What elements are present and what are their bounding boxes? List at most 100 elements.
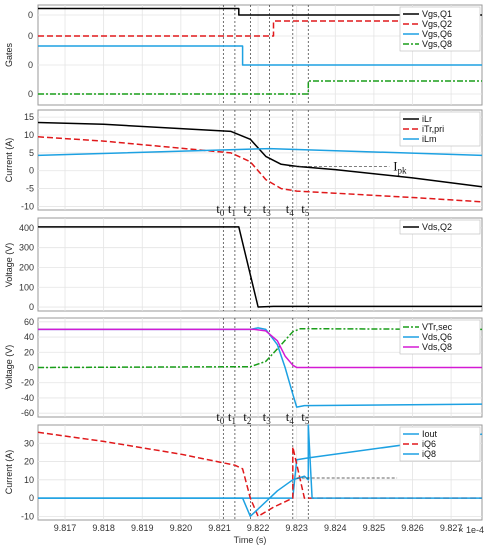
x-tick-label: 9.825: [363, 523, 386, 533]
time-marker-label: t1: [228, 201, 236, 218]
time-marker-label: t2: [243, 201, 251, 218]
y-tick-label: 100: [19, 282, 34, 292]
x-tick-label: 9.822: [247, 523, 270, 533]
y-tick-label: -60: [21, 408, 34, 418]
time-marker-label: t1: [228, 409, 236, 426]
time-marker-subscript: 2: [247, 208, 252, 218]
legend-entry: Vgs,Q6: [422, 29, 452, 39]
legend-entry: Iout: [422, 429, 438, 439]
time-marker-subscript: 3: [266, 416, 271, 426]
y-axis-label: Current (A): [4, 138, 14, 183]
legend-entry: iLr: [422, 114, 432, 124]
series-line: [38, 226, 482, 308]
y-axis-label: Current (A): [4, 450, 14, 495]
series-line: [38, 7, 482, 16]
y-tick-label: 0: [28, 10, 33, 20]
series-line: [38, 20, 482, 37]
time-marker-subscript: 1: [231, 416, 236, 426]
panel-marks: 0 100 200 300 400 Vds,Q2: [19, 218, 482, 312]
x-tick-label: 9.818: [92, 523, 115, 533]
legend-box: [399, 426, 481, 462]
y-tick-label: 200: [19, 262, 34, 272]
time-marker-subscript: 2: [247, 416, 252, 426]
legend-entry: iLm: [422, 134, 437, 144]
series-line: [37, 327, 483, 369]
series-line: [38, 45, 482, 66]
time-marker-label: t0: [216, 409, 225, 426]
legend-box: [399, 219, 481, 235]
series-line: [38, 424, 482, 518]
legend-entry: Vds,Q2: [422, 222, 452, 232]
x-tick-label: 9.820: [170, 523, 193, 533]
y-tick-label: 0: [29, 166, 34, 176]
y-tick-label: 30: [24, 438, 34, 448]
y-tick-label: -5: [26, 184, 34, 194]
legend-entry: VTr,sec: [422, 322, 453, 332]
x-tick-label: 9.817: [54, 523, 77, 533]
x-tick-label: 9.819: [131, 523, 154, 533]
time-marker-label: t0: [216, 201, 225, 218]
y-tick-label: -10: [21, 511, 34, 521]
series-line: [38, 328, 482, 369]
time-marker-label: t4: [286, 201, 295, 218]
time-marker-label: t2: [243, 409, 251, 426]
x-tick-label: 9.821: [208, 523, 231, 533]
time-marker-label: t4: [286, 409, 295, 426]
time-marker-subscript: 3: [266, 208, 271, 218]
y-tick-label: 10: [24, 475, 34, 485]
time-marker-label: t3: [263, 409, 272, 426]
y-tick-label: 300: [19, 243, 34, 253]
y-tick-label: 0: [29, 493, 34, 503]
time-marker-label: t5: [301, 409, 310, 426]
x-tick-label: 9.823: [285, 523, 308, 533]
series-line: [37, 136, 483, 203]
x-axis-exponent: × 1e-4: [458, 525, 484, 535]
y-axis-label: Voltage (V): [4, 243, 14, 288]
y-axis-label: Gates: [4, 42, 14, 67]
time-marker-label: t3: [263, 201, 272, 218]
time-marker-subscript: 0: [220, 416, 225, 426]
y-tick-label: 0: [28, 60, 33, 70]
x-tick-label: 9.824: [324, 523, 347, 533]
y-tick-label: 20: [24, 347, 34, 357]
legend-entry: Vds,Q8: [422, 342, 452, 352]
y-tick-label: 5: [29, 148, 34, 158]
y-tick-label: 15: [24, 112, 34, 122]
y-tick-label: 0: [28, 89, 33, 99]
x-tick-label: 9.826: [401, 523, 424, 533]
y-tick-label: 10: [24, 130, 34, 140]
time-marker-subscript: 5: [305, 208, 310, 218]
series-line: [37, 121, 483, 188]
legend-entry: Vgs,Q8: [422, 39, 452, 49]
y-tick-label: 20: [24, 457, 34, 467]
y-tick-label: 60: [24, 317, 34, 327]
x-tick-label: 9.827: [440, 523, 463, 533]
time-marker-label: t5: [301, 201, 310, 218]
series-line: [37, 147, 483, 157]
y-tick-label: 40: [24, 332, 34, 342]
y-tick-label: -20: [21, 378, 34, 388]
legend-entry: iQ6: [422, 439, 436, 449]
legend-entry: Vgs,Q2: [422, 19, 452, 29]
time-marker-subscript: 5: [305, 416, 310, 426]
time-marker-subscript: 4: [289, 416, 294, 426]
ipk-subscript: pk: [398, 165, 408, 175]
legend-entry: iQ8: [422, 449, 436, 459]
y-tick-label: 0: [29, 363, 34, 373]
legend-entry: Vds,Q6: [422, 332, 452, 342]
y-tick-label: -40: [21, 393, 34, 403]
y-axis-label: Voltage (V): [4, 345, 14, 390]
series-line: [37, 431, 482, 518]
x-axis-label: Time (s): [234, 535, 267, 545]
legend-entry: iTr,pri: [422, 124, 444, 134]
y-tick-label: 0: [29, 302, 34, 312]
legend-entry: Vgs,Q1: [422, 9, 452, 19]
y-tick-label: -10: [21, 201, 34, 211]
time-marker-subscript: 4: [289, 208, 294, 218]
